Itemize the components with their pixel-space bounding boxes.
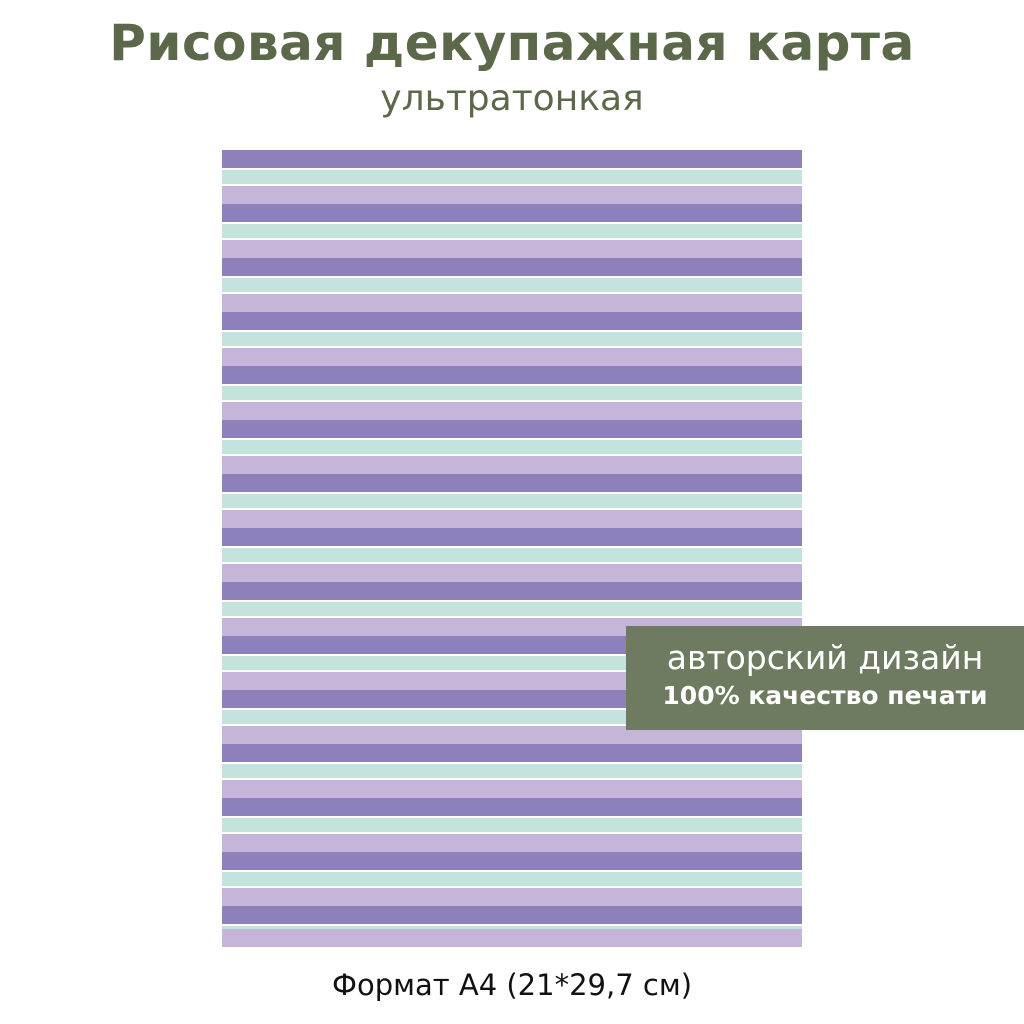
badge-line-1: авторский дизайн <box>666 638 984 677</box>
badge-line-2: 100% качество печати <box>662 681 988 710</box>
design-badge: авторский дизайн 100% качество печати <box>626 626 1024 730</box>
product-title: Рисовая декупажная карта <box>109 14 915 72</box>
format-label: Формат А4 (21*29,7 см) <box>331 968 693 1002</box>
striped-paper-preview <box>222 150 802 947</box>
product-subtitle: ультратонкая <box>380 78 644 119</box>
